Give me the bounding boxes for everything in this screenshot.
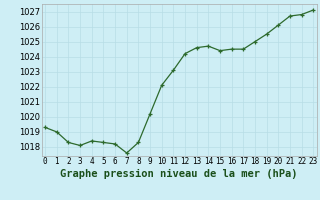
X-axis label: Graphe pression niveau de la mer (hPa): Graphe pression niveau de la mer (hPa) (60, 168, 298, 179)
